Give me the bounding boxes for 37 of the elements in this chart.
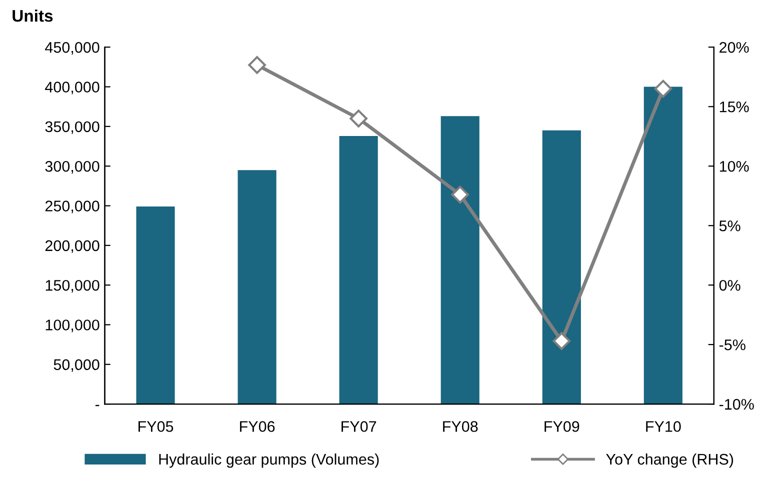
- x-tick-label: FY07: [342, 421, 376, 432]
- y-tick-label: 250,000: [45, 200, 100, 214]
- legend-label: Hydraulic gear pumps (Volumes): [159, 453, 379, 468]
- y-tick-label: -: [95, 404, 100, 406]
- x-tick-label: FY10: [646, 421, 681, 432]
- point: [654, 80, 672, 98]
- y2-tick-label: 5%: [719, 220, 740, 232]
- x-tick-label: FY05: [138, 421, 174, 432]
- x-tick-label: FY09: [544, 421, 580, 432]
- legend-label: YoY change (RHS): [606, 453, 734, 468]
- y2-tick-label: 0%: [719, 280, 740, 291]
- point: [248, 56, 266, 74]
- point: [552, 332, 571, 350]
- y-tick-label: 200,000: [45, 240, 100, 253]
- y-tick-label: 100,000: [46, 320, 100, 332]
- y-tick-label: 350,000: [45, 121, 100, 134]
- bar: [339, 136, 378, 404]
- point: [350, 110, 368, 128]
- y2-tick-label: -10%: [719, 398, 754, 410]
- bar: [542, 130, 581, 404]
- y2-tick-label: 10%: [720, 160, 749, 172]
- y-tick-label: 50,000: [54, 359, 100, 372]
- y-tick-label: 300,000: [45, 160, 100, 174]
- bar: [440, 116, 480, 404]
- x-tick-label: FY06: [240, 421, 275, 432]
- y-tick-label: 400,000: [45, 82, 100, 94]
- y2-tick-label: -5%: [719, 339, 746, 350]
- y2-tick-label: 20%: [720, 42, 749, 53]
- y2-tick-label: 15%: [720, 102, 749, 112]
- y-axis-title: Units: [12, 10, 53, 22]
- y-tick-label: 450,000: [45, 42, 100, 55]
- point: [451, 186, 470, 204]
- bar: [644, 86, 682, 404]
- bar: [238, 170, 276, 404]
- y-tick-label: 150,000: [46, 280, 100, 293]
- x-tick-label: FY08: [443, 421, 478, 432]
- bar: [136, 206, 175, 404]
